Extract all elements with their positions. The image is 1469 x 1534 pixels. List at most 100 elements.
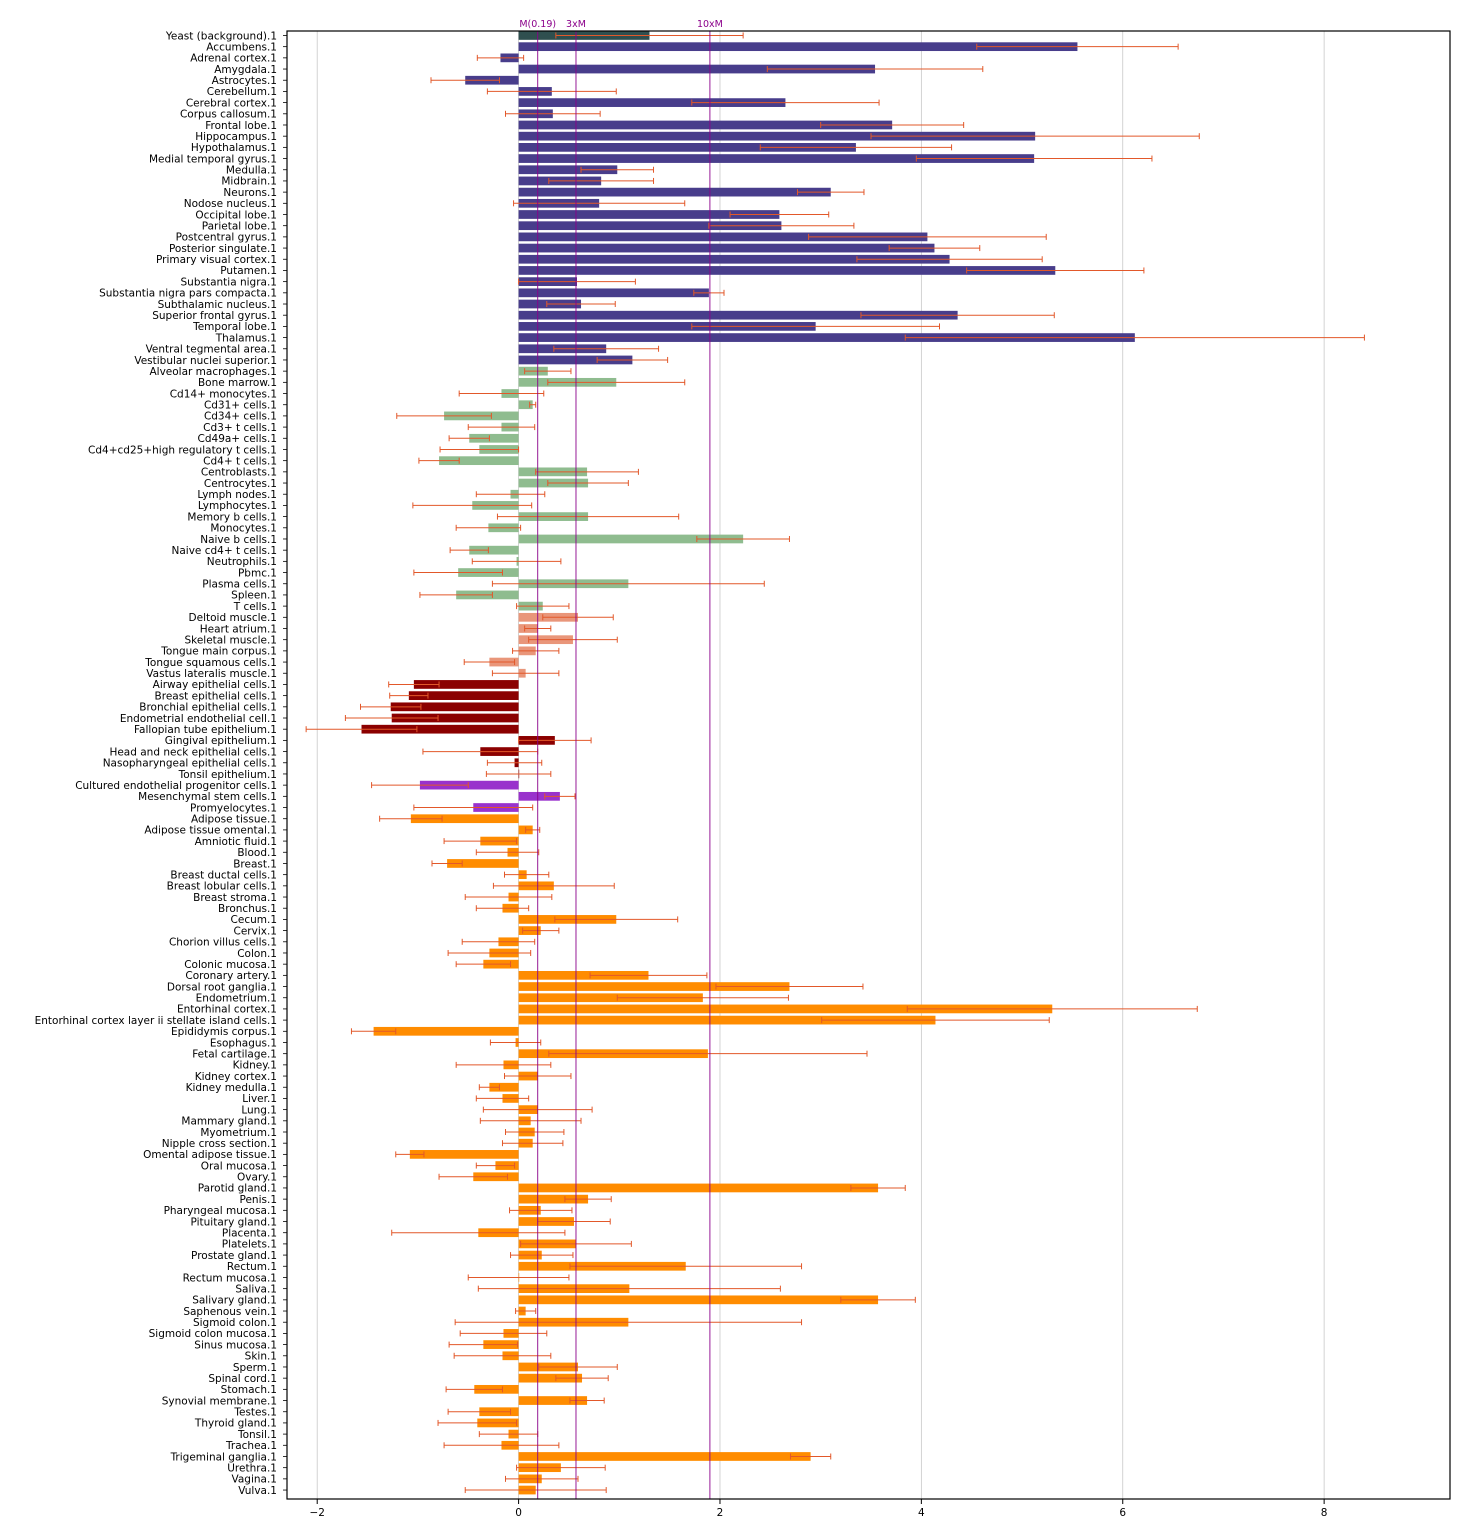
- x-tick-label: −2: [309, 1507, 324, 1519]
- bar: [518, 310, 958, 320]
- category-label: Lymph nodes.1: [197, 489, 277, 501]
- bar: [518, 243, 935, 253]
- bar: [391, 713, 519, 723]
- category-label: Tonsil.1: [237, 1429, 277, 1441]
- category-label: Lung.1: [241, 1104, 277, 1116]
- category-label: Bronchus.1: [218, 903, 277, 915]
- bar: [518, 210, 780, 219]
- x-tick-label: 8: [1321, 1507, 1328, 1519]
- category-label: Substantia nigra.1: [181, 276, 277, 288]
- category-label: Vestibular nuclei superior.1: [134, 355, 277, 367]
- category-label: Breast lobular cells.1: [167, 881, 277, 893]
- category-label: Cd4+cd25+high regulatory t cells.1: [88, 444, 277, 456]
- category-label: Astrocytes.1: [212, 75, 277, 87]
- bar: [410, 814, 519, 824]
- category-label: Yeast (background).1: [165, 30, 277, 42]
- category-label: Cd31+ cells.1: [204, 400, 277, 412]
- category-label: Skeletal muscle.1: [184, 634, 277, 646]
- category-label: Cervix.1: [234, 925, 277, 937]
- bar: [518, 131, 1036, 141]
- category-label: Pharyngeal mucosa.1: [164, 1205, 277, 1217]
- category-label: Salivary gland.1: [192, 1295, 277, 1307]
- bar: [518, 165, 618, 175]
- bar: [447, 859, 519, 868]
- bar: [518, 187, 831, 197]
- category-label: Heart atrium.1: [200, 623, 277, 635]
- category-label: Kidney.1: [233, 1060, 277, 1072]
- category-label: Synovial membrane.1: [162, 1395, 277, 1407]
- category-label: Cultured endothelial progenitor cells.1: [75, 780, 277, 792]
- category-label: Naive cd4+ t cells.1: [172, 545, 277, 557]
- bar: [518, 1183, 879, 1193]
- category-label: Cecum.1: [231, 914, 277, 926]
- bar: [518, 982, 790, 991]
- category-label: Thalamus.1: [215, 332, 277, 344]
- category-label: Pbmc.1: [238, 567, 277, 579]
- x-tick-label: 2: [717, 1507, 724, 1519]
- category-label: Naive b cells.1: [200, 534, 277, 546]
- category-label: Gingival epithelium.1: [165, 735, 277, 747]
- bar: [518, 254, 950, 264]
- category-label: T cells.1: [233, 601, 277, 613]
- category-label: Trachea.1: [225, 1440, 277, 1452]
- category-label: Adipose tissue.1: [191, 814, 277, 826]
- category-label: Breast epithelial cells.1: [155, 690, 277, 702]
- category-label: Testes.1: [233, 1407, 277, 1419]
- category-label: Nodose nucleus.1: [184, 198, 277, 210]
- category-label: Omental adipose tissue.1: [143, 1149, 277, 1161]
- bar: [469, 545, 519, 555]
- bar: [518, 970, 649, 980]
- bar: [518, 42, 1078, 52]
- category-label: Amniotic fluid.1: [195, 836, 277, 848]
- category-label: Dorsal root ganglia.1: [167, 981, 277, 993]
- category-label: Trigeminal ganglia.1: [170, 1451, 277, 1463]
- category-label: Centrocytes.1: [204, 478, 277, 490]
- category-label: Tongue main corpus.1: [160, 646, 277, 658]
- category-label: Stomach.1: [221, 1384, 277, 1396]
- category-label: Posterior singulate.1: [169, 243, 277, 255]
- category-label: Putamen.1: [220, 265, 277, 277]
- reference-label: M(0.19): [519, 19, 556, 30]
- category-label: Corpus callosum.1: [180, 109, 277, 121]
- category-label: Ovary.1: [237, 1172, 277, 1184]
- bar: [518, 1004, 1053, 1014]
- category-label: Mesenchymal stem cells.1: [138, 791, 277, 803]
- category-label: Colonic mucosa.1: [184, 959, 277, 971]
- category-label: Lymphocytes.1: [198, 500, 277, 512]
- bar: [518, 221, 782, 231]
- category-label: Saphenous vein.1: [183, 1306, 277, 1318]
- category-label: Memory b cells.1: [187, 511, 277, 523]
- category-label: Primary visual cortex.1: [156, 254, 277, 266]
- bar: [518, 1295, 879, 1305]
- reference-label: 3xM: [566, 19, 586, 30]
- bar: [390, 702, 519, 712]
- category-label: Cd4+ t cells.1: [203, 455, 277, 467]
- category-label: Cd49a+ cells.1: [198, 433, 277, 445]
- category-label: Chorion villus cells.1: [169, 937, 277, 949]
- bar: [518, 322, 816, 331]
- category-label: Tonsil epithelium.1: [178, 769, 277, 781]
- category-label: Sinus mucosa.1: [194, 1339, 277, 1351]
- category-label: Neutrophils.1: [207, 556, 277, 568]
- bar: [518, 400, 533, 410]
- plot-frame: [286, 30, 1451, 1500]
- bar: [361, 724, 519, 734]
- category-label: Liver.1: [242, 1093, 277, 1105]
- category-label: Fallopian tube epithelium.1: [134, 724, 277, 736]
- category-label: Neurons.1: [223, 187, 277, 199]
- category-label: Plasma cells.1: [202, 579, 277, 591]
- category-label: Epididymis corpus.1: [171, 1026, 277, 1038]
- category-label: Monocytes.1: [210, 523, 277, 535]
- x-tick-label: 4: [918, 1507, 925, 1519]
- bar: [518, 534, 744, 544]
- bar: [518, 1396, 588, 1405]
- category-label: Hippocampus.1: [195, 131, 277, 143]
- category-label: Endometrial endothelial cell.1: [120, 713, 277, 725]
- bar: [518, 120, 893, 130]
- bar: [518, 1194, 589, 1204]
- category-label: Hypothalamus.1: [191, 142, 277, 154]
- category-label: Kidney medulla.1: [186, 1082, 277, 1094]
- bar: [489, 1082, 519, 1092]
